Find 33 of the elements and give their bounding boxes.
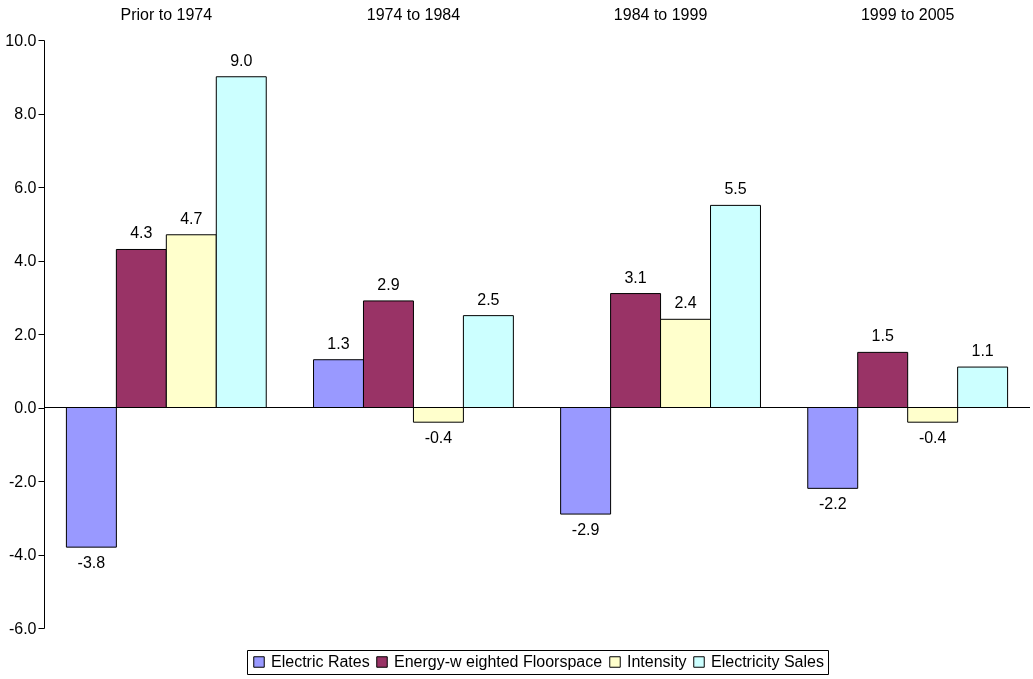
x-tick-label: 1999 to 2005	[860, 5, 955, 23]
data-label: 5.5	[724, 180, 747, 198]
data-label: 9.0	[230, 51, 253, 69]
legend-label: Electricity Sales	[711, 653, 824, 670]
data-label: 3.1	[624, 268, 647, 286]
y-tick-label: 0.0	[14, 399, 37, 416]
y-tick-label: -6.0	[8, 619, 37, 637]
y-tick-label: 10.0	[5, 31, 37, 49]
y-tick-label: 6.0	[14, 178, 37, 196]
data-label: 4.7	[180, 209, 203, 227]
data-label: -0.4	[424, 429, 453, 447]
y-tick-label: -4.0	[8, 546, 37, 563]
data-label: 4.3	[130, 224, 153, 242]
data-label: 1.3	[327, 334, 350, 352]
x-tick-label: 1974 to 1984	[366, 5, 461, 23]
x-tick-label: 1984 to 1999	[613, 5, 708, 23]
legend-label: Electric Rates	[271, 653, 370, 670]
data-label: 1.5	[871, 327, 894, 345]
y-tick-label: -2.0	[8, 472, 37, 490]
data-label: 1.1	[971, 342, 994, 360]
y-tick-label: 4.0	[14, 252, 37, 269]
legend-label: Intensity	[627, 653, 687, 670]
y-tick-label: 2.0	[14, 325, 37, 343]
data-label: -0.4	[918, 429, 947, 447]
legend-label: Energy-w eighted Floorspace	[394, 653, 603, 670]
data-label: -2.2	[818, 495, 847, 513]
data-label: 2.5	[477, 290, 500, 308]
data-label: -3.8	[77, 554, 106, 572]
data-label: 2.9	[377, 275, 400, 293]
data-label: -2.9	[571, 521, 600, 539]
y-tick-label: 8.0	[14, 105, 37, 122]
data-label: 2.4	[674, 294, 697, 312]
x-tick-label: Prior to 1974	[120, 5, 213, 23]
